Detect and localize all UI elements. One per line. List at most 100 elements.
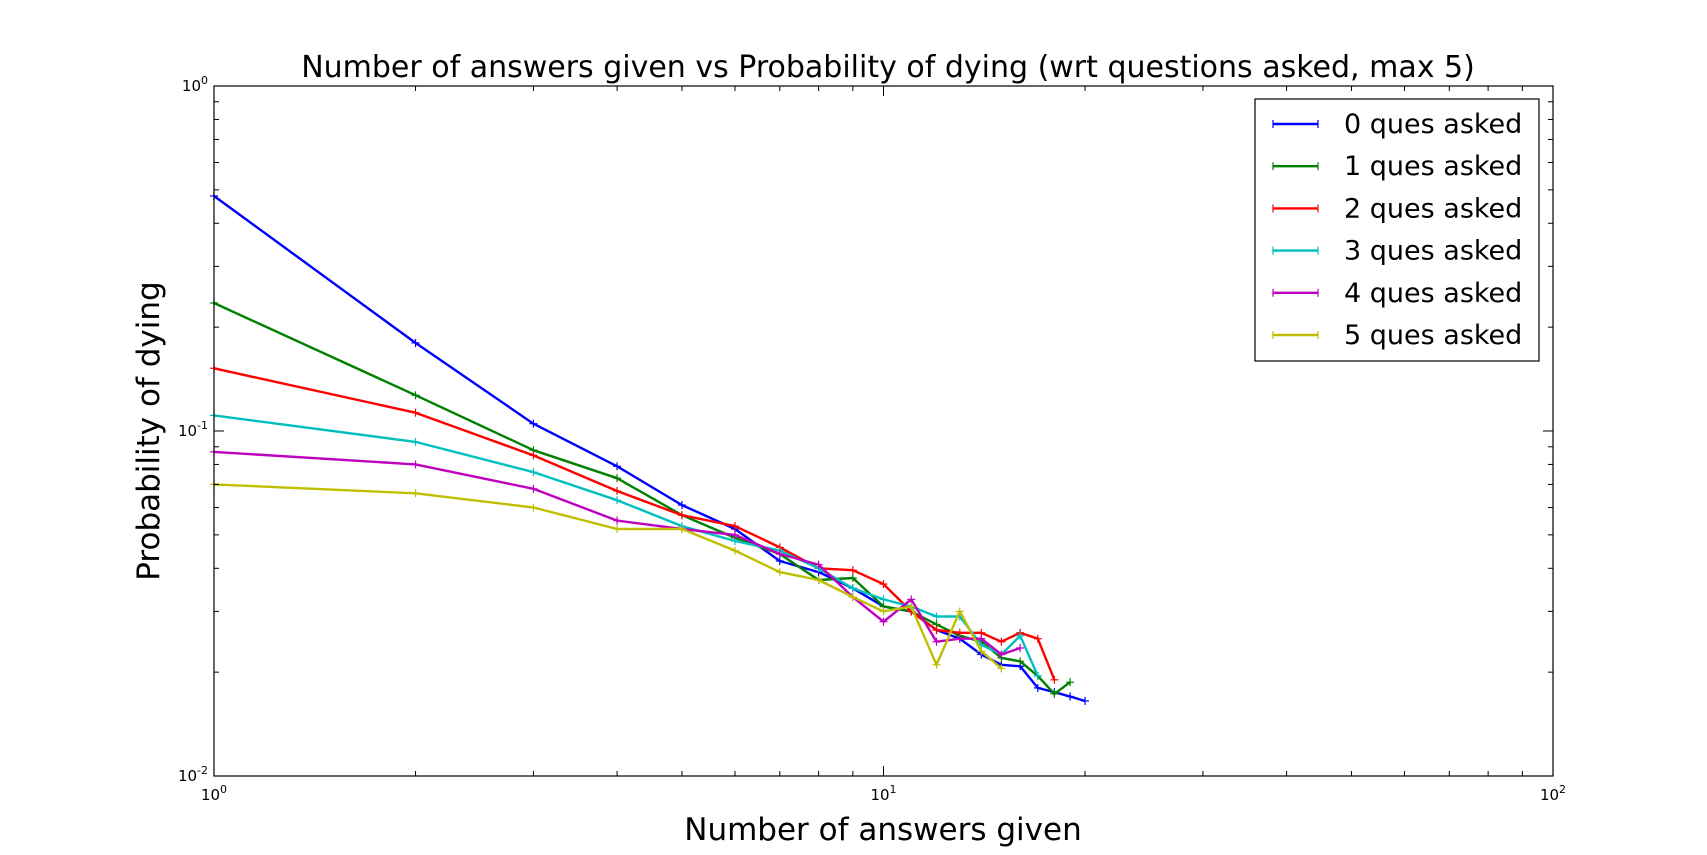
legend-label: 2 ques asked bbox=[1344, 193, 1522, 224]
x-tick-label-exp: 2 bbox=[1559, 783, 1566, 796]
data-point bbox=[677, 501, 686, 510]
data-point bbox=[879, 595, 888, 604]
data-point bbox=[848, 573, 857, 582]
legend-item: 0 ques asked bbox=[1272, 109, 1522, 140]
data-point bbox=[997, 650, 1006, 659]
data-point bbox=[529, 451, 538, 460]
y-tick-label: 10-2 bbox=[178, 764, 208, 785]
series-line bbox=[213, 301, 1071, 696]
data-point bbox=[411, 437, 420, 446]
series-line bbox=[213, 414, 1039, 677]
data-point bbox=[613, 487, 622, 496]
x-tick-label: 100 bbox=[201, 783, 227, 804]
data-point bbox=[775, 556, 784, 565]
x-tick-label-exp: 1 bbox=[890, 783, 897, 796]
data-point bbox=[529, 503, 538, 512]
series-4 bbox=[210, 447, 1025, 659]
plot-area bbox=[210, 191, 1090, 705]
data-point bbox=[775, 568, 784, 577]
data-point bbox=[613, 516, 622, 525]
data-point bbox=[411, 408, 420, 417]
legend-item: 5 ques asked bbox=[1272, 320, 1522, 351]
y-tick-label-exp: -1 bbox=[197, 419, 208, 432]
data-point bbox=[613, 524, 622, 533]
x-tick-label-base: 10 bbox=[870, 786, 889, 804]
y-tick-label-exp: -2 bbox=[197, 764, 208, 777]
data-point bbox=[977, 647, 986, 656]
data-point bbox=[677, 511, 686, 520]
series-3 bbox=[210, 411, 1042, 680]
data-point bbox=[814, 560, 823, 569]
data-point bbox=[907, 602, 916, 611]
data-point bbox=[1081, 696, 1090, 705]
legend-label: 3 ques asked bbox=[1344, 236, 1522, 267]
data-point bbox=[1066, 678, 1075, 687]
legend-item: 2 ques asked bbox=[1272, 193, 1522, 224]
x-tick-label: 101 bbox=[870, 783, 896, 804]
legend-label: 1 ques asked bbox=[1344, 151, 1522, 182]
x-tick-label: 102 bbox=[1540, 783, 1566, 804]
data-point bbox=[529, 468, 538, 477]
data-point bbox=[775, 550, 784, 559]
x-tick-label-base: 10 bbox=[1540, 786, 1559, 804]
series-line bbox=[213, 483, 1003, 670]
data-point bbox=[1033, 683, 1042, 692]
data-point bbox=[1033, 634, 1042, 643]
data-point bbox=[411, 489, 420, 498]
data-point bbox=[529, 419, 538, 428]
data-point bbox=[848, 593, 857, 602]
data-point bbox=[411, 391, 420, 400]
legend-label: 5 ques asked bbox=[1344, 320, 1522, 351]
data-point bbox=[955, 634, 964, 643]
series-1 bbox=[210, 298, 1075, 698]
data-point bbox=[879, 617, 888, 626]
data-point bbox=[1050, 675, 1059, 684]
data-point bbox=[529, 484, 538, 493]
legend-label: 4 ques asked bbox=[1344, 278, 1522, 309]
series-5 bbox=[210, 480, 1006, 673]
y-tick-label: 100 bbox=[182, 74, 208, 95]
legend-box bbox=[1254, 98, 1540, 362]
data-point bbox=[997, 637, 1006, 646]
data-point bbox=[730, 522, 739, 531]
data-point bbox=[613, 496, 622, 505]
data-point bbox=[613, 462, 622, 471]
data-point bbox=[1066, 692, 1075, 701]
x-axis-label: Number of answers given bbox=[684, 812, 1081, 848]
data-point bbox=[879, 607, 888, 616]
data-point bbox=[1016, 631, 1025, 640]
data-point bbox=[1016, 657, 1025, 666]
data-point bbox=[932, 625, 941, 634]
legend-item: 1 ques asked bbox=[1272, 151, 1522, 182]
series-2 bbox=[210, 364, 1059, 684]
y-tick-label-base: 10 bbox=[182, 77, 201, 95]
data-point bbox=[907, 595, 916, 604]
data-point bbox=[677, 524, 686, 533]
data-point bbox=[932, 612, 941, 621]
x-tick-label-base: 10 bbox=[201, 786, 220, 804]
x-tick-label-exp: 0 bbox=[220, 783, 227, 796]
legend-item: 3 ques asked bbox=[1272, 236, 1522, 267]
y-axis-label: Probability of dying bbox=[131, 281, 167, 580]
legend-label: 0 ques asked bbox=[1344, 109, 1522, 140]
data-point bbox=[730, 530, 739, 539]
series-line bbox=[213, 367, 1056, 681]
data-point bbox=[730, 546, 739, 555]
data-point bbox=[932, 637, 941, 646]
data-point bbox=[848, 584, 857, 593]
chart-title: Number of answers given vs Probability o… bbox=[301, 50, 1475, 85]
y-tick-label-base: 10 bbox=[178, 767, 197, 785]
data-point bbox=[955, 607, 964, 616]
data-point bbox=[1050, 689, 1059, 698]
data-point bbox=[932, 660, 941, 669]
data-point bbox=[977, 634, 986, 643]
y-tick-label-exp: 0 bbox=[201, 74, 208, 87]
series-0 bbox=[210, 191, 1090, 705]
legend: 0 ques asked 1 ques asked 2 ques asked 3 qu… bbox=[1254, 98, 1540, 362]
y-tick-label-base: 10 bbox=[178, 422, 197, 440]
data-point bbox=[814, 575, 823, 584]
data-point bbox=[1033, 671, 1042, 680]
data-point bbox=[411, 460, 420, 469]
